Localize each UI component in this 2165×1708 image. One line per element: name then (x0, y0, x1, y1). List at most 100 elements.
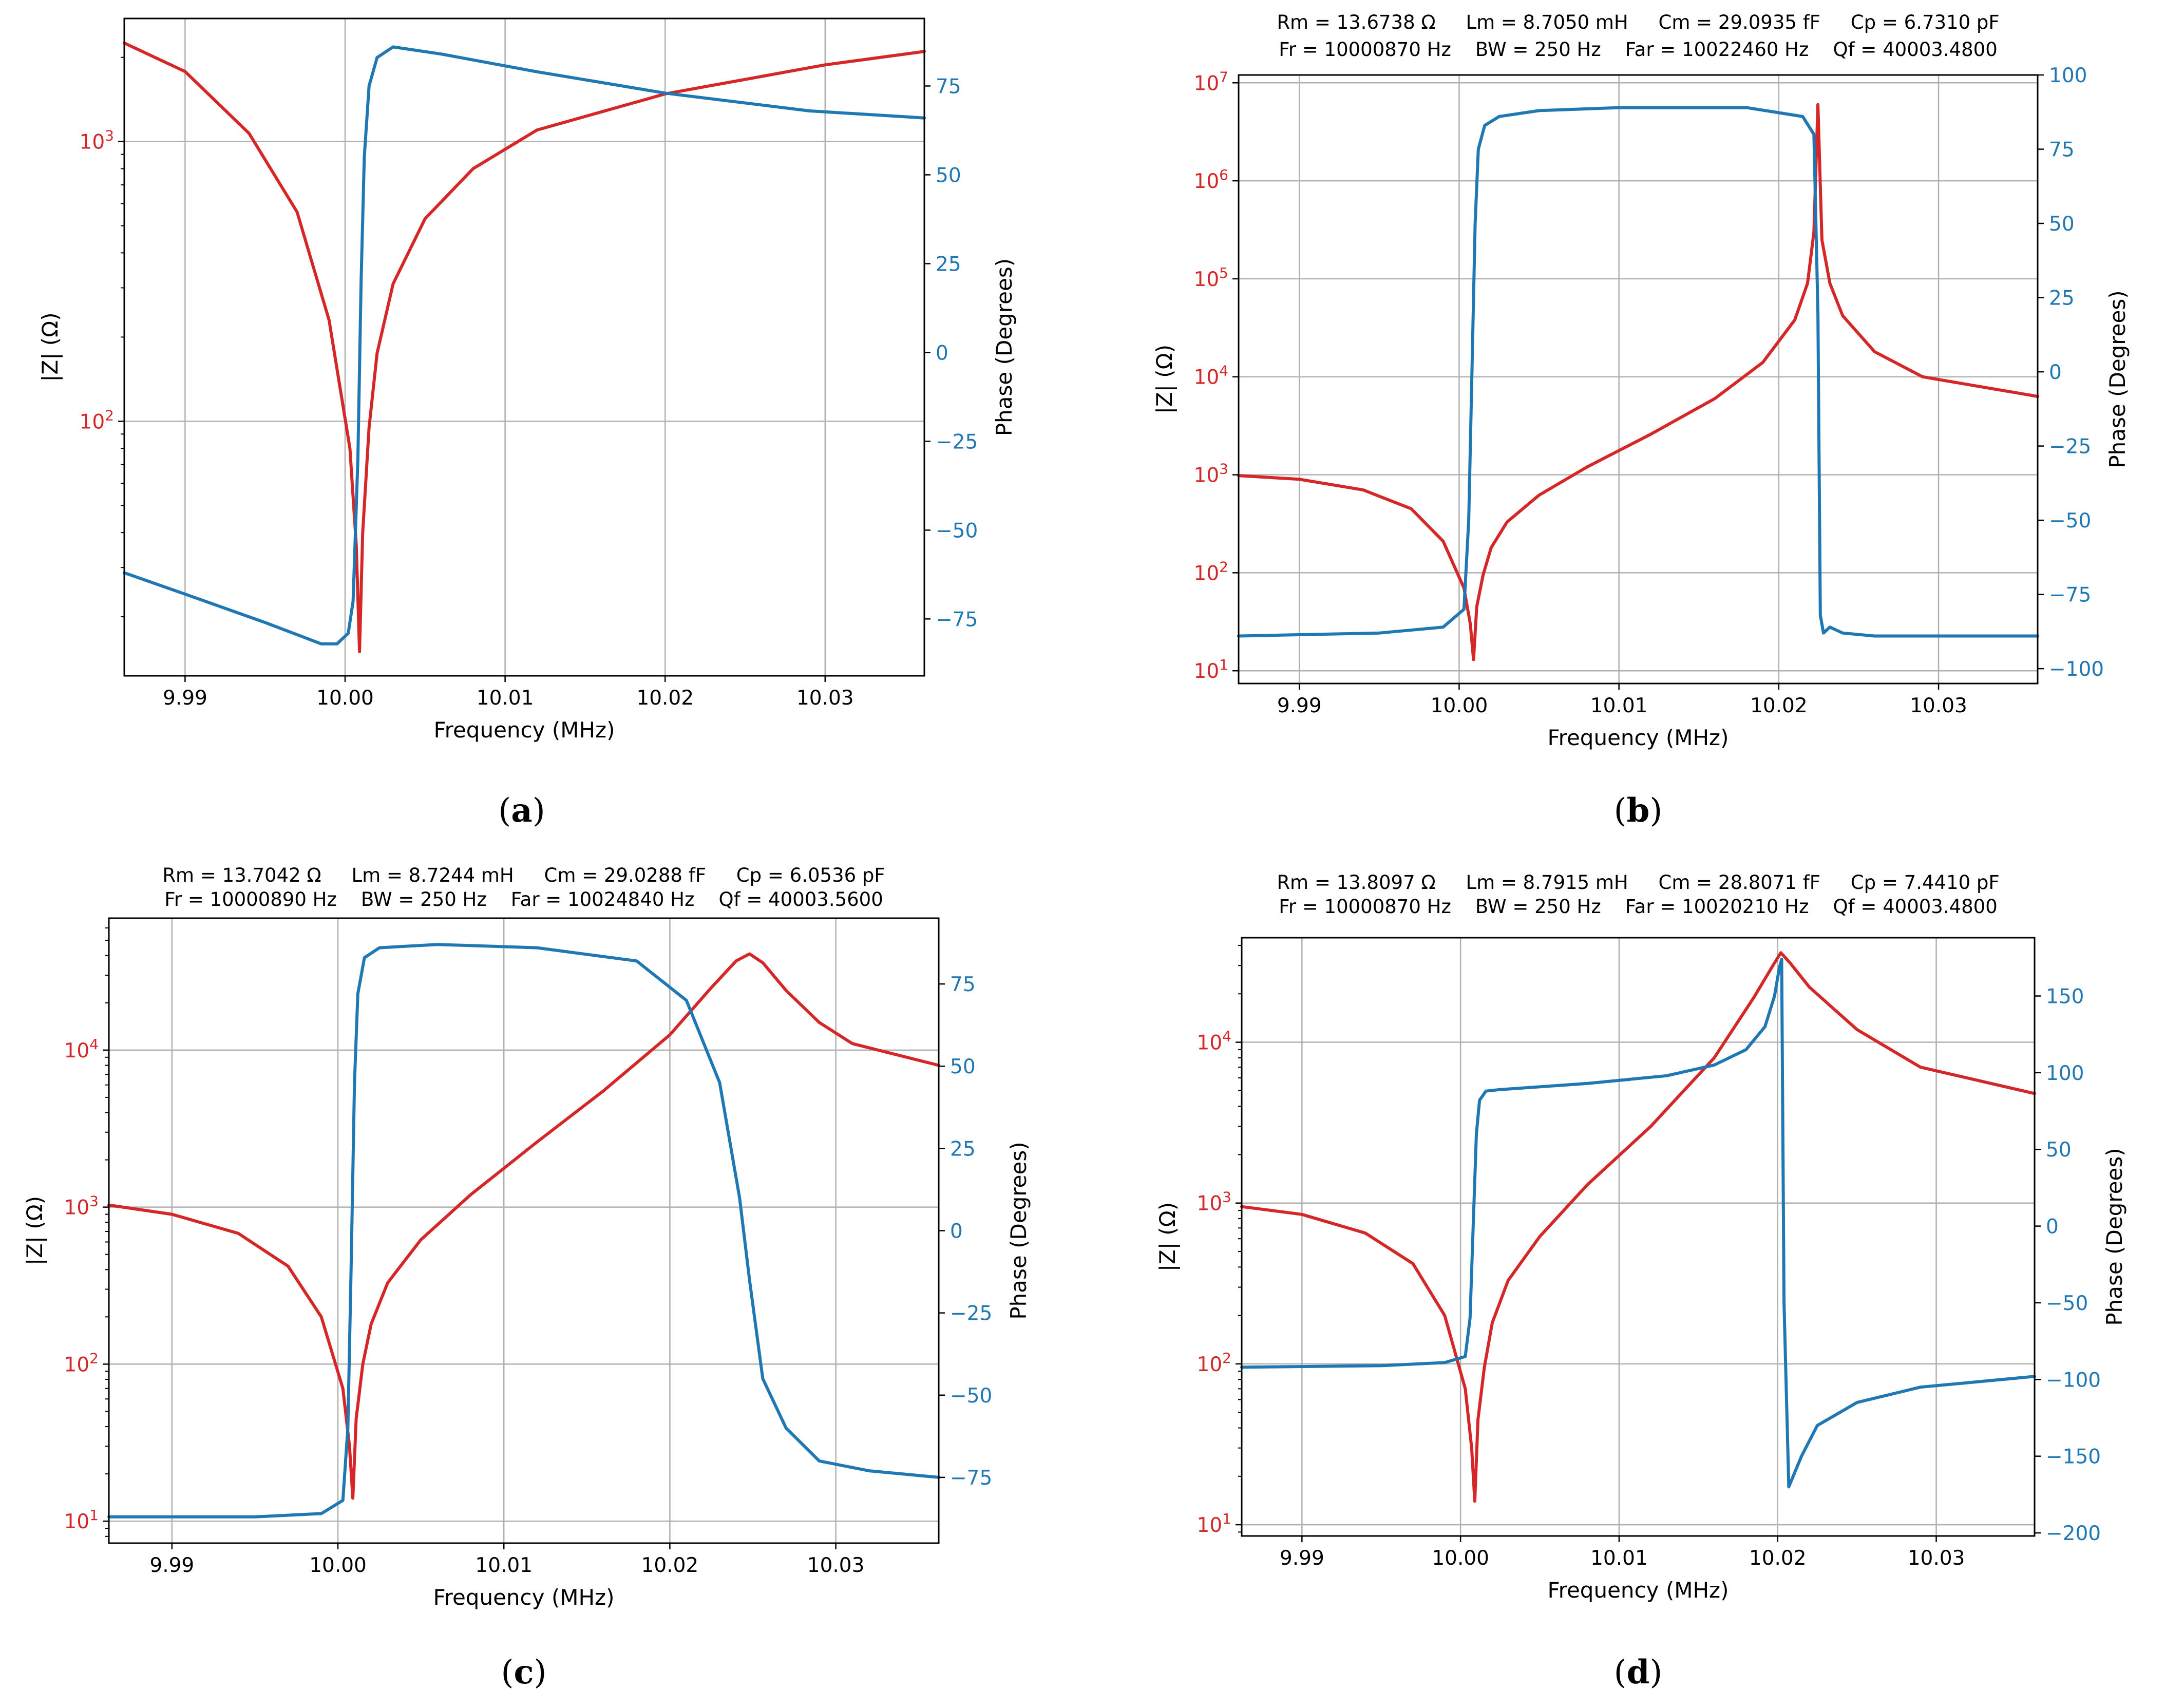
x-tick-label: 10.03 (1910, 694, 1967, 717)
x-tick-label: 10.01 (475, 1554, 533, 1577)
panel-d-x-axis-label: Frequency (MHz) (1548, 1578, 1729, 1603)
panel-c-lines (107, 943, 940, 1519)
y-left-tick-label: 104 (64, 1036, 99, 1062)
y-left-tick-label: 104 (1197, 1028, 1231, 1055)
y-right-tick-label: −100 (2049, 658, 2104, 681)
phase-series-line (1237, 106, 2039, 638)
panel-b-x-axis-label: Frequency (MHz) (1548, 725, 1729, 750)
y-left-tick-label: 101 (1197, 1510, 1231, 1537)
y-right-tick-label: −25 (936, 430, 978, 453)
x-tick-label: 9.99 (1277, 694, 1322, 717)
y-right-tick-label: −25 (950, 1302, 992, 1325)
phase-series-line (1240, 957, 2036, 1489)
x-tick-label: 10.03 (796, 687, 854, 710)
panel-a-grid (124, 18, 924, 676)
panel-c-caption-open: ( (501, 1654, 514, 1692)
y-left-tick-label: 103 (1197, 1189, 1231, 1216)
panel-b-grid (1239, 75, 2038, 684)
y-right-tick-label: 100 (2049, 64, 2087, 87)
impedance-series-line (1237, 103, 2039, 661)
panel-c: Rm = 13.7042 Ω Lm = 8.7244 mH Cm = 29.02… (22, 864, 1031, 1692)
y-right-tick-label: 75 (936, 75, 961, 98)
y-right-tick-label: 50 (936, 164, 961, 187)
y-left-tick-label: 102 (80, 407, 114, 433)
y-right-tick-label: 25 (2049, 287, 2075, 310)
panel-b-y-right-label: Phase (Degrees) (2105, 290, 2130, 468)
y-right-tick-label: −75 (950, 1467, 992, 1490)
panel-d-y-right-label: Phase (Degrees) (2102, 1148, 2127, 1325)
x-tick-label: 10.02 (1749, 1547, 1807, 1570)
y-right-tick-label: 0 (2046, 1216, 2059, 1239)
x-tick-label: 9.99 (163, 687, 207, 710)
panel-b-frame (1238, 74, 2039, 685)
y-left-tick-label: 105 (1194, 264, 1228, 291)
panel-d-caption: (d) (1614, 1653, 1663, 1692)
panel-b-header-line-1: Rm = 13.6738 Ω Lm = 8.7050 mH Cm = 29.09… (1277, 11, 1999, 33)
impedance-series-line (123, 41, 926, 654)
panel-d-frame (1241, 937, 2036, 1537)
panel-a: 9.99 10.00 10.01 10.02 10.03 102 103 −75 −50 −25 0… (37, 17, 1017, 830)
panel-a-frame (123, 17, 925, 677)
panel-c-y-left-label: |Z| (Ω) (22, 1196, 47, 1265)
x-tick-label: 10.00 (1432, 1547, 1489, 1570)
panel-b-lines (1237, 103, 2039, 661)
panel-b-caption-open: ( (1614, 792, 1627, 830)
x-tick-label: 10.01 (1590, 694, 1648, 717)
panel-c-grid (109, 918, 939, 1543)
panel-a-ticks: 9.99 10.00 10.01 10.02 10.03 102 103 −75 −50 −25 0… (80, 56, 978, 710)
x-tick-label: 10.02 (641, 1554, 699, 1577)
x-tick-label: 10.01 (1590, 1547, 1648, 1570)
y-right-tick-label: 25 (950, 1137, 976, 1161)
panel-d-header-line-1: Rm = 13.8097 Ω Lm = 8.7915 mH Cm = 28.80… (1277, 871, 1999, 894)
panel-c-header-line-1: Rm = 13.7042 Ω Lm = 8.7244 mH Cm = 29.02… (162, 864, 885, 886)
y-right-tick-label: −25 (2049, 435, 2091, 459)
y-right-tick-label: −50 (936, 519, 978, 542)
panel-b-caption-letter: b (1627, 791, 1650, 830)
panel-b-ticks: 9.99 10.00 10.01 10.02 10.03 101 102 103 104 105 1… (1194, 64, 2104, 717)
panel-b-caption: (b) (1614, 791, 1663, 830)
y-right-tick-label: 50 (2046, 1138, 2072, 1162)
y-left-tick-label: 102 (1194, 558, 1228, 585)
x-tick-label: 10.00 (1431, 694, 1488, 717)
y-left-tick-label: 104 (1194, 363, 1228, 389)
y-left-tick-label: 103 (64, 1193, 99, 1220)
panel-d-y-left-label: |Z| (Ω) (1155, 1202, 1180, 1271)
panel-a-x-axis-label: Frequency (MHz) (434, 717, 615, 743)
panel-c-caption-letter: c (514, 1653, 534, 1692)
panel-d-caption-open: ( (1614, 1654, 1627, 1692)
panel-a-y-left-label: |Z| (Ω) (37, 312, 63, 382)
panel-c-caption-close: ) (534, 1654, 546, 1692)
panel-d-header-line-2: Fr = 10000870 Hz BW = 250 Hz Far = 10020… (1279, 896, 1998, 918)
x-tick-label: 10.02 (636, 687, 694, 710)
x-tick-label: 10.00 (309, 1554, 367, 1577)
panel-d-ticks: 9.99 10.00 10.01 10.02 10.03 101 102 103 104 −200… (1197, 945, 2101, 1570)
x-tick-label: 10.03 (1908, 1547, 1965, 1570)
x-tick-label: 9.99 (1280, 1547, 1324, 1570)
y-right-tick-label: −150 (2046, 1446, 2101, 1469)
y-right-tick-label: 50 (2049, 213, 2075, 236)
panel-d-lines (1240, 951, 2036, 1503)
panel-d: Rm = 13.8097 Ω Lm = 8.7915 mH Cm = 28.80… (1155, 871, 2127, 1692)
panel-c-header-line-2: Fr = 10000890 Hz BW = 250 Hz Far = 10024… (164, 888, 883, 910)
y-right-tick-label: 25 (936, 253, 961, 276)
y-right-tick-label: 75 (2049, 139, 2075, 162)
y-right-tick-label: 75 (950, 973, 976, 996)
panel-b-caption-close: ) (1649, 792, 1662, 830)
impedance-series-line (107, 952, 940, 1500)
y-right-tick-label: −50 (2049, 509, 2091, 533)
phase-series-line (123, 45, 926, 646)
y-left-tick-label: 101 (1194, 656, 1228, 683)
x-tick-label: 10.00 (316, 687, 374, 710)
impedance-series-line (1240, 951, 2036, 1503)
y-left-tick-label: 106 (1194, 166, 1228, 193)
y-right-tick-label: 0 (950, 1220, 963, 1243)
panel-c-caption: (c) (501, 1653, 547, 1692)
y-right-tick-label: −50 (2046, 1292, 2088, 1315)
panel-d-caption-letter: d (1627, 1653, 1650, 1692)
y-right-tick-label: −75 (936, 608, 978, 631)
panel-c-y-right-label: Phase (Degrees) (1006, 1142, 1031, 1319)
panel-c-x-axis-label: Frequency (MHz) (433, 1585, 615, 1610)
y-left-tick-label: 103 (1194, 461, 1228, 487)
panel-a-caption: (a) (498, 791, 545, 830)
